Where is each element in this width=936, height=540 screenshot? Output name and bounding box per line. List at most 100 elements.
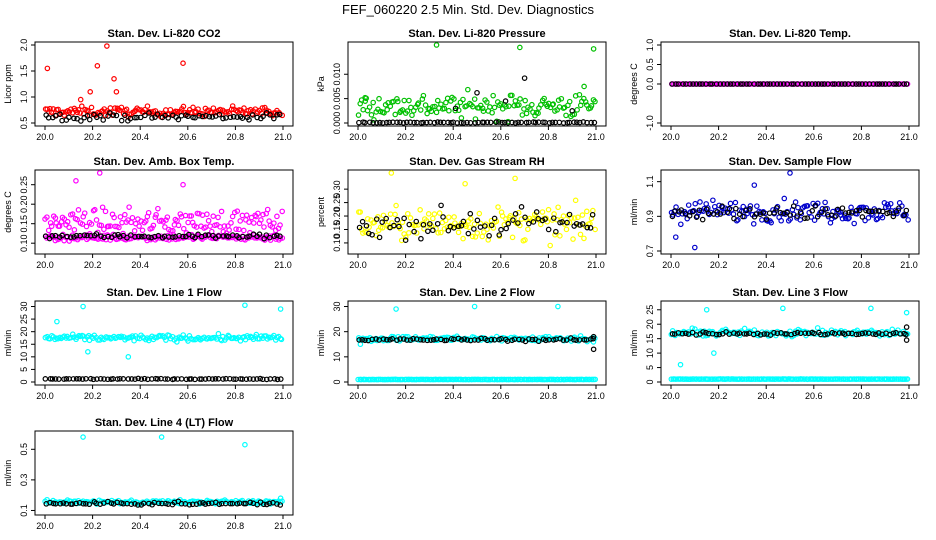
data-point	[117, 375, 123, 382]
data-point	[234, 208, 241, 214]
y-tick-label: -1.0	[645, 115, 655, 131]
data-point	[376, 95, 382, 102]
data-point	[112, 105, 118, 111]
plot-title: Stan. Dev. Line 4 (LT) Flow	[95, 417, 234, 429]
data-point	[145, 234, 152, 240]
data-point	[690, 81, 696, 87]
x-tick-label: 20.4	[444, 132, 462, 142]
data-point	[560, 337, 567, 343]
data-point	[185, 113, 191, 120]
data-point	[757, 332, 764, 338]
data-point	[484, 119, 491, 126]
data-point	[118, 333, 125, 340]
plot-panel-4: Stan. Dev. Amb. Box Temp. degrees C 20.0 20…	[3, 156, 294, 270]
data-point	[84, 232, 90, 239]
data-point	[733, 205, 739, 212]
data-point	[529, 101, 535, 108]
data-point	[391, 222, 397, 229]
data-point	[162, 376, 168, 382]
data-point	[818, 81, 825, 87]
data-point	[699, 81, 706, 87]
data-point	[362, 98, 369, 104]
x-tick-label: 20.2	[84, 132, 102, 142]
data-point	[366, 119, 373, 126]
data-point	[85, 349, 91, 355]
data-point	[373, 119, 380, 126]
x-tick-label: 20.2	[84, 391, 102, 401]
plot-title: Stan. Dev. Li-820 Pressure	[408, 28, 545, 40]
data-point	[138, 376, 145, 382]
y-axis-label: degrees C	[3, 191, 13, 233]
data-point	[691, 244, 698, 251]
plot-frame	[34, 169, 294, 255]
data-point	[73, 500, 79, 507]
data-point	[571, 215, 578, 221]
data-point	[135, 233, 142, 240]
data-point	[455, 229, 462, 236]
data-point	[257, 375, 264, 382]
data-point	[818, 209, 825, 215]
x-tick-label: 21.0	[274, 260, 292, 270]
y-tick-label: 0.7	[645, 245, 655, 258]
data-point	[132, 501, 138, 507]
data-point	[425, 211, 432, 217]
data-point	[97, 375, 104, 382]
data-point	[571, 336, 577, 343]
data-point	[805, 330, 812, 337]
data-point	[362, 94, 368, 101]
data-point	[185, 219, 191, 226]
data-point	[560, 213, 567, 219]
data-point	[474, 230, 481, 236]
data-point	[903, 324, 910, 330]
y-tick-label: 0.10	[19, 234, 29, 252]
data-point	[59, 117, 65, 124]
data-point	[835, 81, 842, 87]
data-point	[893, 376, 900, 382]
data-point	[505, 220, 512, 227]
data-point	[777, 81, 784, 87]
data-point	[93, 217, 100, 223]
data-point	[379, 224, 386, 231]
data-point	[204, 211, 210, 218]
data-point	[731, 330, 737, 336]
data-point	[523, 119, 530, 126]
data-point	[876, 376, 883, 382]
data-point	[901, 212, 907, 219]
x-tick-label: 20.2	[710, 391, 728, 401]
data-point	[381, 110, 387, 116]
data-point	[678, 221, 684, 228]
data-point	[853, 81, 860, 87]
x-tick-label: 20.8	[540, 260, 558, 270]
data-point	[261, 224, 267, 230]
x-tick-label: 20.0	[36, 260, 54, 270]
data-point	[209, 376, 216, 382]
data-point	[54, 318, 60, 325]
data-point	[896, 81, 902, 87]
data-point	[738, 81, 744, 87]
data-point	[278, 376, 284, 382]
data-point	[132, 376, 138, 382]
data-point	[389, 335, 396, 342]
data-point	[564, 376, 571, 383]
data-point	[774, 330, 781, 337]
data-point	[859, 330, 866, 337]
data-point	[61, 376, 67, 382]
data-point	[80, 500, 87, 507]
data-point	[564, 219, 570, 226]
data-point	[100, 117, 107, 123]
data-point	[77, 96, 84, 103]
data-point	[124, 234, 130, 241]
data-point	[767, 81, 773, 87]
data-point	[486, 232, 492, 239]
data-point	[206, 113, 213, 120]
x-tick-label: 21.0	[587, 132, 605, 142]
data-point	[891, 81, 897, 87]
data-point	[225, 332, 231, 339]
data-point	[499, 213, 506, 219]
data-point	[212, 376, 219, 382]
data-point	[790, 203, 797, 209]
series-1	[356, 170, 598, 249]
data-point	[418, 235, 424, 242]
figure-title: FEF_060220 2.5 Min. Std. Dev. Diagnostic…	[342, 2, 594, 17]
data-point	[575, 214, 581, 221]
